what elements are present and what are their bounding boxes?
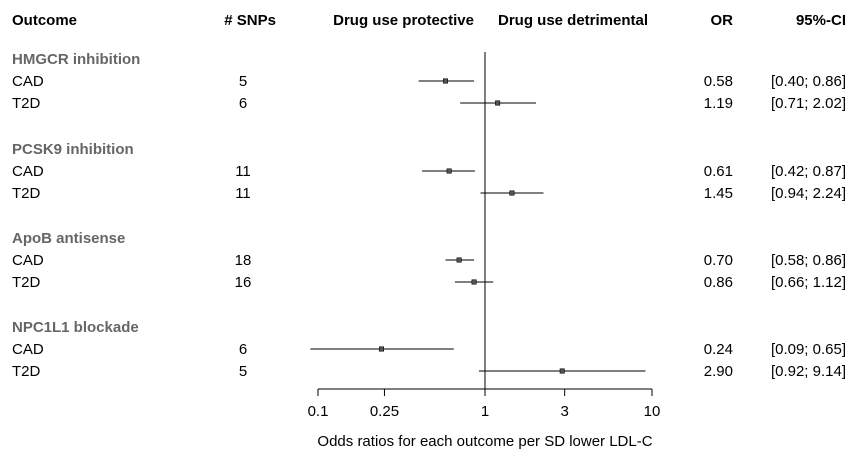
row-ci: [0.09; 0.65] [771, 341, 846, 358]
header-ci: 95%-CI [796, 12, 846, 29]
group-title: HMGCR inhibition [12, 51, 140, 68]
row-outcome: T2D [12, 95, 41, 112]
group-title: NPC1L1 blockade [12, 319, 139, 336]
header-outcome: Outcome [12, 12, 77, 29]
point-estimate [471, 279, 477, 285]
row-ci: [0.42; 0.87] [771, 163, 846, 180]
row-outcome: T2D [12, 274, 41, 291]
row-outcome: T2D [12, 363, 41, 380]
row-outcome: T2D [12, 185, 41, 202]
point-estimate [495, 100, 501, 106]
rows-layer: HMGCR inhibition CAD 5 0.58 [0.40; 0.86] T2D 6… [12, 51, 846, 380]
header-detrimental: Drug use detrimental [498, 12, 648, 29]
point-estimate [509, 190, 515, 196]
x-axis: 0.1 0.25 1 3 10 [308, 388, 661, 420]
x-tick-label: 0.25 [370, 403, 399, 420]
point-estimate [442, 78, 448, 84]
row-snps: 6 [239, 341, 247, 358]
row-or: 2.90 [704, 363, 733, 380]
row-snps: 18 [235, 252, 252, 269]
row-snps: 5 [239, 73, 247, 90]
row-ci: [0.58; 0.86] [771, 252, 846, 269]
header-or: OR [711, 12, 734, 29]
x-tick-label: 3 [561, 403, 569, 420]
row-ci: [0.71; 2.02] [771, 95, 846, 112]
x-tick-label: 0.1 [308, 403, 329, 420]
header-protective: Drug use protective [333, 12, 474, 29]
marks-layer [310, 78, 646, 374]
row-ci: [0.94; 2.24] [771, 185, 846, 202]
x-axis-title: Odds ratios for each outcome per SD lowe… [317, 433, 652, 450]
row-outcome: CAD [12, 73, 44, 90]
row-outcome: CAD [12, 341, 44, 358]
group-title: ApoB antisense [12, 230, 125, 247]
row-ci: [0.92; 9.14] [771, 363, 846, 380]
row-or: 1.19 [704, 95, 733, 112]
x-tick-label: 1 [481, 403, 489, 420]
row-or: 0.61 [704, 163, 733, 180]
row-snps: 11 [235, 185, 251, 202]
row-or: 0.24 [704, 341, 733, 358]
row-or: 0.86 [704, 274, 733, 291]
point-estimate [456, 257, 462, 263]
row-ci: [0.40; 0.86] [771, 73, 846, 90]
x-tick-label: 10 [644, 403, 661, 420]
point-estimate [378, 346, 384, 352]
row-outcome: CAD [12, 163, 44, 180]
row-snps: 16 [235, 274, 252, 291]
row-or: 1.45 [704, 185, 733, 202]
point-estimate [559, 368, 565, 374]
header-snps: # SNPs [224, 12, 276, 29]
point-estimate [446, 168, 452, 174]
row-snps: 11 [235, 163, 251, 180]
group-title: PCSK9 inhibition [12, 141, 134, 158]
row-ci: [0.66; 1.12] [771, 274, 846, 291]
row-snps: 6 [239, 95, 247, 112]
row-or: 0.58 [704, 73, 733, 90]
row-snps: 5 [239, 363, 247, 380]
row-or: 0.70 [704, 252, 733, 269]
row-outcome: CAD [12, 252, 44, 269]
